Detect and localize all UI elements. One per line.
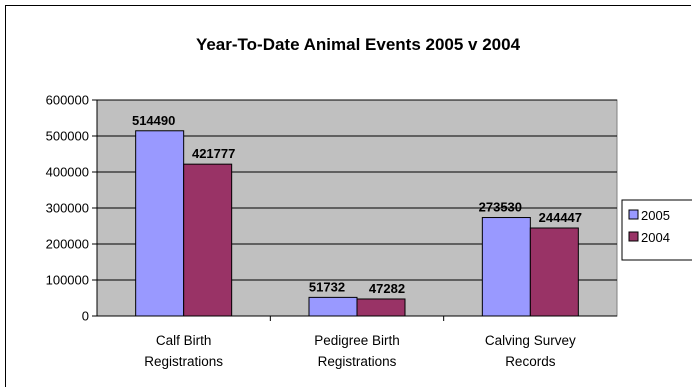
data-label-2004-1: 47282: [369, 281, 405, 296]
bar-2004-0: [183, 163, 233, 317]
y-tick-label: 300000: [46, 201, 89, 216]
x-tick-label: Calf Birth: [156, 333, 212, 348]
data-label-2005-1: 51732: [309, 279, 345, 294]
y-tick-label: 600000: [46, 93, 89, 108]
y-tick-label: 500000: [46, 129, 89, 144]
y-tick-label: 400000: [46, 165, 89, 180]
y-tick-label: 100000: [46, 273, 89, 288]
x-tick-label: Registrations: [144, 354, 223, 369]
bar-2005-1: [308, 296, 358, 317]
legend-label-2005: 2005: [641, 208, 670, 223]
data-label-2005-0: 514490: [132, 113, 175, 128]
data-label-2004-0: 421777: [192, 146, 235, 161]
x-tick-label: Records: [505, 354, 556, 369]
chart-frame: [5, 5, 691, 387]
data-label-2004-2: 244447: [539, 210, 582, 225]
bar-2004-2: [529, 227, 579, 317]
bar-2005-2: [481, 217, 531, 317]
y-tick-label: 0: [82, 309, 89, 324]
legend-label-2004: 2004: [641, 230, 670, 245]
data-label-2005-2: 273530: [479, 200, 522, 215]
x-tick-label: Pedigree Birth: [314, 333, 400, 348]
x-tick-label: Registrations: [318, 354, 397, 369]
x-tick-label: Calving Survey: [485, 333, 576, 348]
bar-2004-1: [356, 298, 406, 317]
y-tick-label: 200000: [46, 237, 89, 252]
bar-2005-0: [135, 130, 185, 317]
legend-swatch-2005: [628, 209, 639, 220]
chart-title: Year-To-Date Animal Events 2005 v 2004: [196, 35, 521, 54]
legend-swatch-2004: [628, 231, 639, 242]
